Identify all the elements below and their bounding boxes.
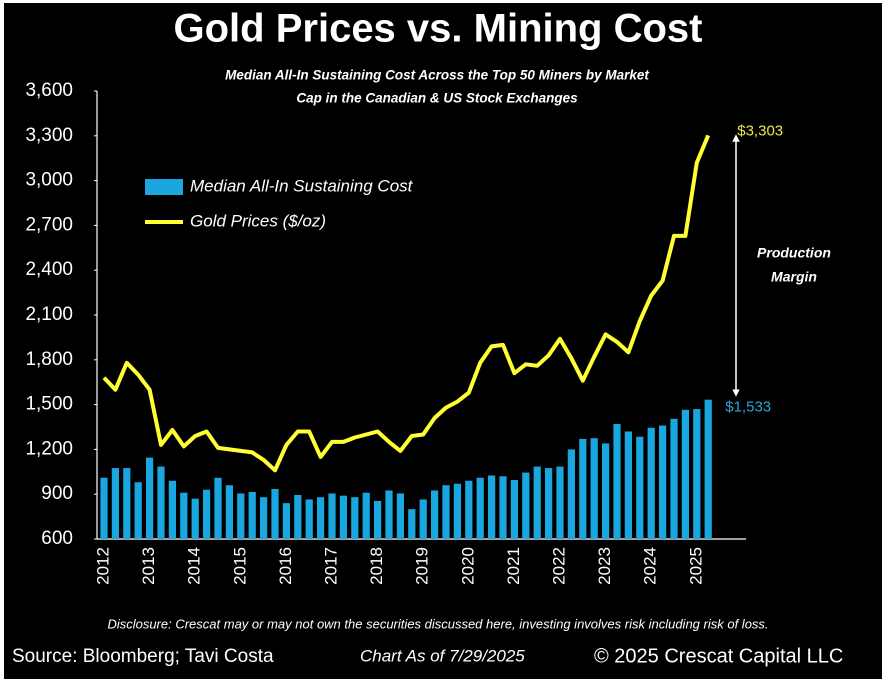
source: Source: Bloomberg; Tavi Costa xyxy=(12,646,274,667)
bar xyxy=(522,472,530,539)
bar xyxy=(510,480,518,539)
bar xyxy=(374,500,382,539)
value-label: $1,533 xyxy=(725,399,771,416)
bar xyxy=(613,424,621,539)
disclosure: Disclosure: Crescat may or may not own t… xyxy=(107,616,768,631)
bar xyxy=(419,499,427,539)
bar xyxy=(681,409,689,539)
y-tick-label: 1,800 xyxy=(25,349,73,370)
gold-line xyxy=(102,134,711,473)
x-tick-label: 2014 xyxy=(185,547,204,585)
x-tick-label: 2019 xyxy=(413,547,432,585)
bar xyxy=(294,494,302,539)
y-tick-label: 2,700 xyxy=(25,214,73,235)
bar xyxy=(168,480,176,539)
subtitle: Cap in the Canadian & US Stock Exchanges xyxy=(296,91,578,106)
x-tick-label: 2017 xyxy=(321,547,340,585)
bar xyxy=(191,498,199,539)
bar xyxy=(146,457,154,539)
bar xyxy=(579,438,587,539)
y-tick-label: 1,500 xyxy=(25,394,73,415)
bar xyxy=(362,492,370,539)
bar xyxy=(317,497,325,539)
x-tick-label: 2023 xyxy=(595,547,614,585)
y-tick-label: 1,200 xyxy=(25,438,73,459)
x-tick-label: 2015 xyxy=(230,547,249,585)
bar xyxy=(624,431,632,539)
bar xyxy=(134,482,142,539)
bar xyxy=(408,509,416,539)
x-tick-label: 2018 xyxy=(367,547,386,585)
bar xyxy=(659,425,667,539)
bar xyxy=(396,493,404,539)
bar xyxy=(282,503,290,539)
bar xyxy=(704,399,712,539)
bar xyxy=(100,477,108,539)
x-tick-label: 2025 xyxy=(686,547,705,585)
x-tick-label: 2024 xyxy=(641,547,660,585)
chart-title: Gold Prices vs. Mining Cost xyxy=(174,7,703,51)
bar xyxy=(556,466,564,539)
bar xyxy=(339,495,347,539)
bar xyxy=(465,480,473,539)
bar xyxy=(636,436,644,539)
bar xyxy=(499,476,507,539)
x-tick-label: 2013 xyxy=(139,547,158,585)
bar xyxy=(693,409,701,539)
bar xyxy=(453,483,461,539)
legend-label: Median All-In Sustaining Cost xyxy=(190,176,414,195)
bar xyxy=(260,497,268,539)
bar xyxy=(123,468,131,539)
bar xyxy=(157,466,165,539)
bar xyxy=(180,492,188,539)
bar xyxy=(670,418,678,539)
bar xyxy=(567,449,575,539)
bar xyxy=(237,493,245,539)
date-note: Chart As of 7/29/2025 xyxy=(360,646,525,665)
bar xyxy=(385,490,393,539)
bar xyxy=(647,427,655,539)
bar xyxy=(248,491,256,539)
legend-label: Gold Prices ($/oz) xyxy=(190,211,326,230)
y-tick-label: 2,100 xyxy=(25,304,73,325)
annotation: Production xyxy=(757,245,831,261)
bar xyxy=(602,443,610,539)
annotation: Margin xyxy=(771,269,817,285)
bar xyxy=(351,497,359,539)
bar xyxy=(545,468,553,539)
y-tick-label: 900 xyxy=(41,483,73,504)
bar xyxy=(590,438,598,539)
bar xyxy=(442,485,450,539)
bar xyxy=(533,466,541,539)
x-tick-label: 2021 xyxy=(504,547,523,585)
copyright: © 2025 Crescat Capital LLC xyxy=(594,645,843,667)
y-tick-label: 2,400 xyxy=(25,259,73,280)
x-tick-label: 2022 xyxy=(549,547,568,585)
y-tick-label: 3,000 xyxy=(25,170,73,191)
y-tick-label: 3,600 xyxy=(25,80,73,101)
legend-swatch xyxy=(145,179,183,195)
bar xyxy=(488,475,496,539)
subtitle: Median All-In Sustaining Cost Across the… xyxy=(225,68,649,83)
bar xyxy=(203,489,211,539)
bar xyxy=(271,488,279,539)
x-tick-label: 2020 xyxy=(458,547,477,585)
bar xyxy=(328,493,336,539)
bar xyxy=(214,477,222,539)
y-tick-label: 3,300 xyxy=(25,125,73,146)
bar xyxy=(225,485,233,539)
value-label: $3,303 xyxy=(737,122,783,139)
x-tick-label: 2012 xyxy=(93,547,112,585)
y-tick-label: 600 xyxy=(41,528,73,549)
bar xyxy=(305,499,313,539)
bar xyxy=(431,490,439,539)
x-tick-label: 2016 xyxy=(276,547,295,585)
bar xyxy=(111,468,119,539)
bar xyxy=(476,477,484,539)
